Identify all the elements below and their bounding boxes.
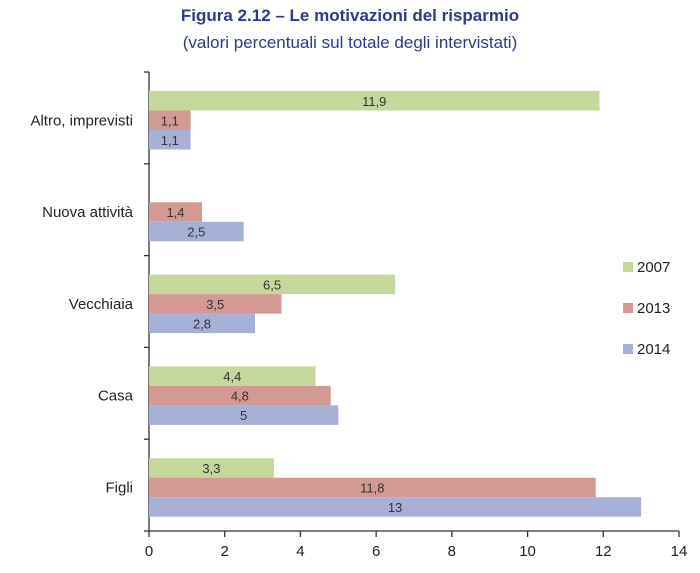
data-label: 5 xyxy=(240,408,247,423)
bar-2014 xyxy=(149,221,244,242)
data-label: 3,5 xyxy=(206,297,224,312)
data-label: 6,5 xyxy=(263,277,281,292)
bar-2007 xyxy=(149,366,316,386)
legend-label-2014: 2014 xyxy=(637,341,670,358)
data-label: 4,4 xyxy=(223,369,241,384)
bar-2013 xyxy=(149,202,202,222)
chart-subtitle: (valori percentuali sul totale degli int… xyxy=(182,33,518,52)
bar-2014 xyxy=(149,130,191,150)
x-tick-label: 4 xyxy=(296,543,304,560)
category-label: Figli xyxy=(105,479,133,496)
bar-2007 xyxy=(149,274,396,295)
legend-label-2007: 2007 xyxy=(637,259,670,276)
data-label: 1,1 xyxy=(161,113,179,128)
chart-title: Figura 2.12 – Le motivazioni del risparm… xyxy=(180,6,520,25)
bar-2014 xyxy=(149,313,255,334)
x-tick-label: 2 xyxy=(221,543,229,560)
data-label: 13 xyxy=(388,500,402,515)
data-label: 2,8 xyxy=(193,316,211,331)
category-label: Altro, imprevisti xyxy=(30,112,133,129)
data-label: 1,4 xyxy=(166,205,184,220)
category-label: Nuova attività xyxy=(42,204,134,221)
data-label: 1,1 xyxy=(161,133,179,148)
bar-2013 xyxy=(149,477,596,498)
x-tick-label: 6 xyxy=(372,543,380,560)
x-tick-label: 10 xyxy=(519,543,536,560)
data-label: 11,9 xyxy=(362,94,386,109)
data-label: 4,8 xyxy=(231,389,249,404)
bar-2007 xyxy=(149,91,600,111)
x-tick-label: 8 xyxy=(448,543,456,560)
data-label: 11,8 xyxy=(360,480,384,495)
category-label: Vecchiaia xyxy=(69,296,134,313)
bar-2013 xyxy=(149,294,282,314)
data-label: 2,5 xyxy=(187,225,205,240)
bar-2007 xyxy=(149,458,274,478)
bar-2013 xyxy=(149,385,331,406)
category-label: Casa xyxy=(98,388,134,405)
legend-swatch-2013 xyxy=(623,303,633,313)
x-tick-label: 12 xyxy=(595,543,612,560)
legend-swatch-2014 xyxy=(623,344,633,354)
bar-2014 xyxy=(149,405,339,425)
x-tick-label: 14 xyxy=(671,543,688,560)
x-tick-label: 0 xyxy=(145,543,153,560)
legend-label-2013: 2013 xyxy=(637,300,670,317)
data-label: 3,3 xyxy=(202,461,220,476)
bar-2014 xyxy=(149,497,642,517)
legend-swatch-2007 xyxy=(623,262,633,272)
bar-2013 xyxy=(149,110,191,130)
